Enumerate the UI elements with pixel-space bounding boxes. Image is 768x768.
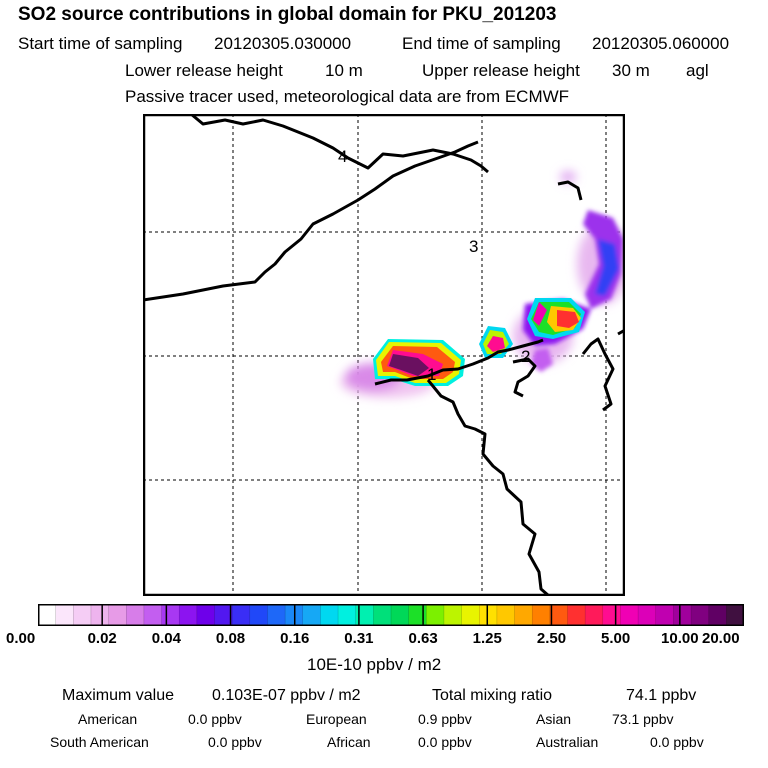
colorbar-cell [426,604,445,626]
region-name: African [327,734,371,750]
colorbar-cell [143,604,163,626]
colorbar-cell [691,604,710,626]
colorbar-cell [514,604,533,626]
colorbar-cell [338,604,357,626]
end-time-value: 20120305.060000 [592,34,730,53]
colorbar-cell [249,604,269,626]
region-name: Australian [536,734,599,750]
colorbar-cell [126,604,145,626]
colorbar-tick-label: 20.00 [702,630,740,647]
region-value: 0.9 ppbv [418,711,472,727]
colorbar-tick-label: 0.16 [280,630,310,647]
upper-release-value: 30 m [612,61,650,80]
colorbar-cell [373,604,392,626]
colorbar-cell [320,604,339,626]
colorbar-cell [638,604,657,626]
max-value: 0.103E-07 ppbv / m2 [212,687,361,704]
colorbar-tick-label: 10.00 [661,630,699,647]
colorbar-cell [214,604,233,626]
map-canvas: 4 3 2 1 [143,114,625,596]
colorbar-tick-label: 0.02 [87,630,117,647]
map-label-3: 3 [469,237,478,256]
total-mixing-label: Total mixing ratio [432,687,553,704]
map-label-2: 2 [521,347,530,366]
page-title: SO2 source contributions in global domai… [18,4,557,25]
colorbar-cell [549,604,569,626]
colorbar-cell [708,604,727,626]
region-value: 73.1 ppbv [612,711,674,727]
colorbar-tick-label: 2.50 [536,630,567,647]
total-mixing-value: 74.1 ppbv [626,687,697,704]
upper-release-label: Upper release height [422,61,580,80]
colorbar-cell [391,604,410,626]
lower-release-label: Lower release height [125,61,283,80]
colorbar-tick-label: 0.08 [215,630,246,647]
colorbar-cell [55,604,74,626]
colorbar [38,604,744,626]
colorbar-cell [655,604,674,626]
colorbar-cell [196,604,216,626]
map-frame [143,114,625,596]
colorbar-cell [496,604,516,626]
colorbar-tick-label: 0.00 [6,630,36,647]
region-name: American [78,711,138,727]
colorbar-cell [673,604,692,626]
coastlines [143,114,625,596]
lower-release-value: 10 m [325,61,363,80]
colorbar-tick-label: 5.00 [601,630,631,647]
map-label-4: 4 [338,147,347,166]
colorbar-tick-label: 0.04 [151,630,181,647]
colorbar-tick-label: 0.31 [344,630,374,647]
colorbar-cell [408,604,427,626]
colorbar-cell [532,604,551,626]
colorbar-cell [73,604,92,626]
map-panel: 4 3 2 1 [143,114,625,596]
colorbar-cell [38,604,57,626]
colorbar-cell [302,604,321,626]
region-value: 0.0 ppbv [188,711,242,727]
region-value: 0.0 ppbv [418,734,472,750]
start-time-label: Start time of sampling [18,34,183,53]
map-label-1: 1 [427,365,436,384]
max-value-label: Maximum value [62,687,175,704]
colorbar-tick-label: 0.63 [408,630,438,647]
colorbar-cell [602,604,622,626]
region-name: European [306,711,367,727]
colorbar-cell [726,604,744,626]
region-value: 0.0 ppbv [208,734,262,750]
colorbar-cell [585,604,604,626]
colorbar-cell [355,604,374,626]
agl-label: agl [686,61,709,80]
colorbar-cell [161,604,180,626]
colorbar-cell [567,604,586,626]
colorbar-cell [620,604,639,626]
colorbar-tick-label: 1.25 [472,630,502,647]
colorbar-cell [179,604,198,626]
colorbar-cell [90,604,110,626]
colorbar-cell [108,604,127,626]
colorbar-cell [267,604,286,626]
colorbar-cell [479,604,498,626]
end-time-label: End time of sampling [402,34,561,53]
region-name: Asian [536,711,572,727]
region-name: South American [50,734,149,750]
region-value: 0.0 ppbv [650,734,704,750]
colorbar-cell [232,604,251,626]
tracer-note: Passive tracer used, meteorological data… [125,87,570,106]
colorbar-cell [461,604,480,626]
colorbar-cell [443,604,463,626]
start-time-value: 20120305.030000 [214,34,352,53]
plume-core [373,298,585,386]
colorbar-unit: 10E-10 ppbv / m2 [307,655,442,674]
